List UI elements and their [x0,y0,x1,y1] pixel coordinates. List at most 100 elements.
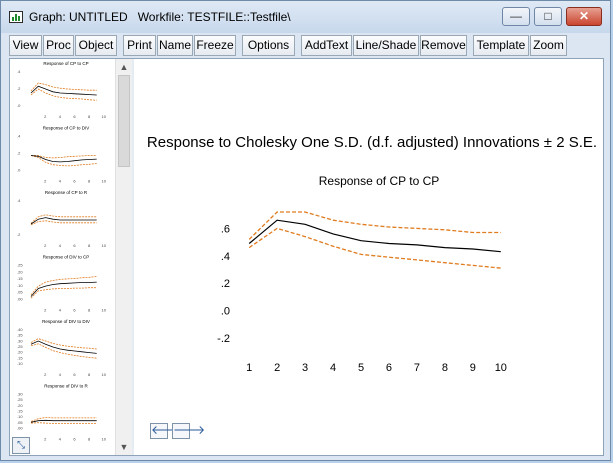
remove-button[interactable]: Remove [420,35,467,56]
scroll-up-arrow-icon[interactable]: ▲ [119,62,129,72]
y-tick-label: -.2 [217,333,230,345]
thumbnail-x-tick: 8 [88,179,91,184]
thumbnail-lower-band [30,343,97,359]
thumbnail-x-tick: 6 [73,372,76,377]
thumbnail-lower-band [30,422,97,424]
thumbnail-y-tick: .15 [17,276,23,281]
view-button[interactable]: View [9,35,42,56]
x-tick-label: 10 [495,362,507,374]
thumbnail-graphs[interactable]: Response of CP to CP.4.2.02 4 6 8 10Response… [10,59,115,455]
thumbnail-x-tick: 6 [73,179,76,184]
proc-button[interactable]: Proc [43,35,74,56]
thumbnail-title: Response of DIV to CP [43,255,90,260]
scroll-down-arrow-icon[interactable]: ▼ [119,442,129,452]
thumbnail-upper-band [30,338,97,350]
thumbnail-y-tick: .00 [17,426,23,431]
thumbnail-x-tick: 2 [44,437,47,442]
thumbnail-y-tick: .4 [17,134,21,139]
thumbnail-upper-band [30,82,97,92]
thumbnail-y-tick: .20 [17,269,23,274]
thumbnail-x-tick: 10 [101,437,106,442]
thumbnail-response-line [30,85,97,96]
title-bar[interactable]: Graph: UNTITLED Workfile: TESTFILE::Test… [1,1,610,33]
thumbnail-y-tick: .10 [17,414,23,419]
x-tick-label: 3 [302,362,308,374]
maximize-button[interactable]: □ [534,7,562,26]
thumbnail-response-line [30,281,97,297]
thumbnail-lower-band [30,220,97,226]
thumbnail-x-tick: 2 [44,372,47,377]
thumbnail-y-tick: .10 [17,361,23,366]
thumbnail-graph[interactable]: Response of DIV to DIV .40.35.30.25.20.15… [17,319,107,377]
object-button[interactable]: Object [75,35,117,56]
arrow-right-icon: 🡒 [173,423,206,437]
thumbnail-y-tick: .30 [17,392,23,397]
thumbnail-graph[interactable]: Response of DIV to R .30.25.20.15.10.05.0… [17,384,107,442]
thumbnail-x-tick: 8 [88,243,91,248]
x-tick-label: 6 [386,362,392,374]
close-icon: ✕ [578,9,590,23]
thumbnail-x-tick: 6 [73,308,76,313]
thumbnail-scrollbar[interactable]: ▲ ▼ [115,59,132,455]
x-tick-label: 9 [470,362,476,374]
y-tick-label: .2 [221,278,230,290]
minimize-button[interactable]: — [502,7,530,26]
thumbnail-y-tick: .00 [17,297,23,302]
thumbnail-response-line [30,155,97,163]
main-graph-panel: Response to Cholesky One S.D. (d.f. adju… [134,59,603,455]
thumbnail-y-tick: .25 [17,263,23,268]
thumbnail-lower-band [30,287,97,299]
thumbnail-y-tick: .15 [17,409,23,414]
figure-title: Response to Cholesky One S.D. (d.f. adju… [146,134,598,151]
thumbnail-x-tick: 4 [59,179,62,184]
thumbnail-lower-band [30,88,97,101]
thumbnail-x-tick: 10 [101,114,106,119]
addtext-button[interactable]: AddText [301,35,352,56]
thumbnail-upper-band [31,155,97,159]
previous-graph-button[interactable]: 🡐 [150,423,183,439]
freeze-button[interactable]: Freeze [194,35,236,56]
response-line [248,219,501,253]
x-tick-label: 8 [442,362,448,374]
thumbnail-x-tick: 4 [59,372,62,377]
x-tick-label: 5 [358,362,364,374]
thumbnail-x-tick: 10 [101,179,106,184]
thumbnail-graph[interactable]: Response of DIV to CP .25.20 .15 .10 .05 .00 2… [17,255,107,313]
thumbnail-upper-band [30,214,97,224]
panel-divider[interactable] [132,59,134,455]
y-tick-label: .6 [221,223,230,235]
thumbnail-y-tick: .0 [17,168,21,173]
thumbnail-graph[interactable]: Response of CP to CP .4 .2 .0 2 4 6 8 10 [17,61,107,119]
thumbnail-title: Response of DIV to R [44,384,88,389]
line-shade-button[interactable]: Line/Shade [353,35,419,56]
thumbnail-panel[interactable]: Response of CP to CP .4.2.0 2 4 6 8 10 Response… [10,59,115,455]
thumbnail-x-tick: 6 [73,114,76,119]
thumbnail-y-tick: .2 [17,86,21,91]
template-button[interactable]: Template [473,35,529,56]
thumbnail-x-tick: 4 [59,308,62,313]
close-button[interactable]: ✕ [566,7,602,26]
thumbnail-y-tick: .4 [17,69,21,74]
thumbnail-y-tick: .40 [17,327,23,332]
resize-panel-button[interactable]: ⤡ [12,437,30,454]
zoom-button[interactable]: Zoom [530,35,567,56]
thumbnail-x-tick: 10 [101,243,106,248]
name-button[interactable]: Name [157,35,193,56]
upper-band-line [248,211,501,240]
thumbnail-y-tick: .4 [17,198,21,203]
scrollbar-thumb[interactable] [118,75,130,167]
thumbnail-graph[interactable]: Response of CP to R .4 .2 2 4 6 8 10 [17,190,107,248]
print-button[interactable]: Print [123,35,156,56]
y-tick-label: .4 [221,251,230,263]
window-title: Graph: UNTITLED Workfile: TESTFILE::Test… [29,10,291,24]
thumbnail-x-tick: 8 [88,372,91,377]
thumbnail-graph[interactable]: Response of CP to DIV .4 .2 .0 2 4 6 8 10 [17,126,107,184]
thumbnail-y-tick: .2 [17,151,21,156]
next-graph-button[interactable]: 🡒 [172,423,205,439]
graph-content: Response of CP to CP .4.2.0 2 4 6 8 10 Response… [9,58,604,456]
thumbnail-x-tick: 10 [101,372,106,377]
x-tick-label: 4 [330,362,336,374]
thumbnail-y-tick: .30 [17,338,23,343]
options-button[interactable]: Options [242,35,295,56]
thumbnail-x-tick: 6 [73,243,76,248]
